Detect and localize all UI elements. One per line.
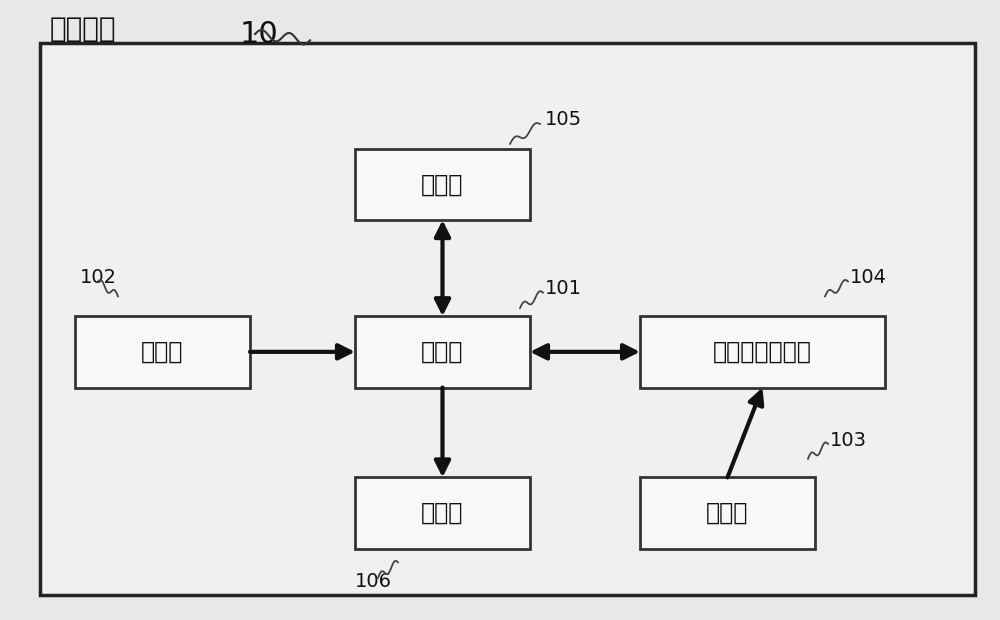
Bar bbox=[355, 149, 530, 220]
Text: 传感器: 传感器 bbox=[706, 501, 749, 525]
Text: 家电设备: 家电设备 bbox=[50, 16, 116, 43]
Text: 操作部: 操作部 bbox=[141, 340, 184, 364]
Text: 103: 103 bbox=[830, 431, 867, 450]
Bar bbox=[75, 316, 250, 388]
Text: 102: 102 bbox=[80, 268, 117, 287]
Text: 控制部: 控制部 bbox=[421, 340, 464, 364]
Text: 驱动部: 驱动部 bbox=[421, 501, 464, 525]
Bar bbox=[355, 316, 530, 388]
Text: 104: 104 bbox=[850, 268, 887, 287]
Text: 105: 105 bbox=[545, 110, 582, 128]
Text: 历史记录存储部: 历史记录存储部 bbox=[713, 340, 812, 364]
Text: 10: 10 bbox=[240, 20, 279, 49]
Bar bbox=[40, 43, 975, 595]
Bar bbox=[640, 477, 815, 549]
Bar bbox=[355, 477, 530, 549]
Text: 106: 106 bbox=[355, 572, 392, 591]
Text: 通信部: 通信部 bbox=[421, 172, 464, 197]
Bar bbox=[640, 316, 885, 388]
Text: 101: 101 bbox=[545, 279, 582, 298]
